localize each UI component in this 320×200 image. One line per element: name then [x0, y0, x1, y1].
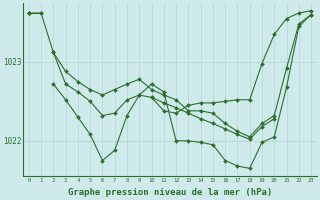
- X-axis label: Graphe pression niveau de la mer (hPa): Graphe pression niveau de la mer (hPa): [68, 188, 272, 197]
